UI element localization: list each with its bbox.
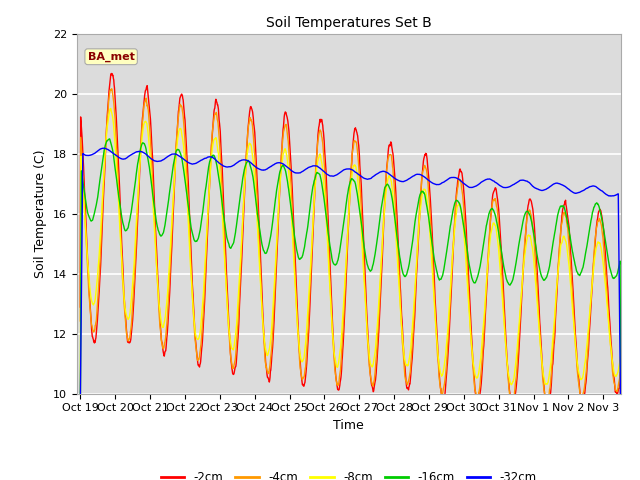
Title: Soil Temperatures Set B: Soil Temperatures Set B	[266, 16, 431, 30]
X-axis label: Time: Time	[333, 419, 364, 432]
Y-axis label: Soil Temperature (C): Soil Temperature (C)	[35, 149, 47, 278]
Text: BA_met: BA_met	[88, 51, 134, 62]
Legend: -2cm, -4cm, -8cm, -16cm, -32cm: -2cm, -4cm, -8cm, -16cm, -32cm	[156, 466, 541, 480]
